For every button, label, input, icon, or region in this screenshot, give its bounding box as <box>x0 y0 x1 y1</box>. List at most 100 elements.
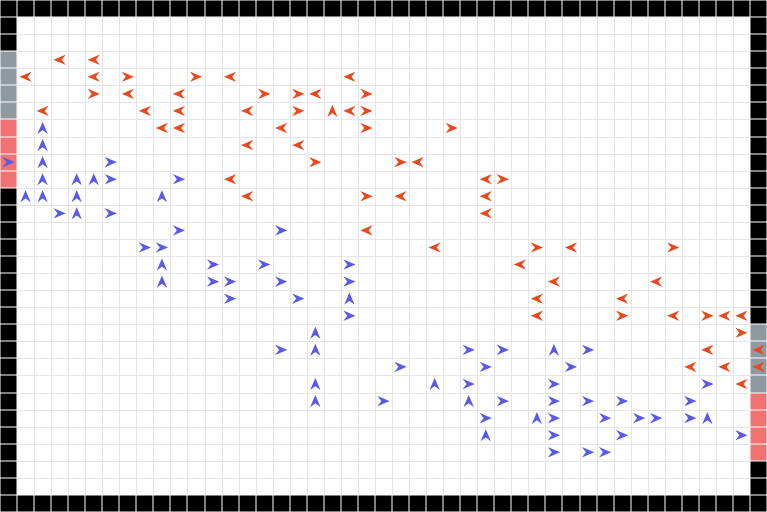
red-agent-icon <box>241 105 254 117</box>
blue-agent-icon <box>496 395 509 407</box>
red-agent-icon <box>309 156 322 168</box>
red-agent-icon <box>360 122 373 134</box>
blue-agent-icon <box>633 412 646 424</box>
wall-cell <box>67 0 86 18</box>
wall-cell <box>613 494 632 512</box>
red-agent-icon <box>189 71 203 83</box>
red-agent-icon <box>172 122 186 134</box>
spawn-cell <box>749 323 767 342</box>
wall-cell <box>67 494 86 512</box>
wall-cell <box>749 101 767 120</box>
wall-cell <box>357 494 376 512</box>
red-agent-icon <box>53 54 66 65</box>
blue-agent-icon <box>377 395 390 407</box>
wall-cell <box>306 0 325 18</box>
red-agent-icon <box>121 71 134 83</box>
wall-cell <box>306 494 325 512</box>
red-agent-icon <box>360 191 373 202</box>
wall-cell <box>749 187 767 206</box>
wall-cell <box>238 494 257 512</box>
wall-cell <box>527 494 546 512</box>
wall-cell <box>749 460 767 479</box>
blue-agent-icon <box>615 429 629 441</box>
spawn-cell <box>0 84 18 103</box>
wall-cell <box>698 494 717 512</box>
blue-agent-icon <box>394 361 407 373</box>
wall-cell <box>84 494 103 512</box>
wall-cell <box>476 0 495 18</box>
spawn-cell <box>0 101 18 120</box>
wall-cell <box>0 255 18 274</box>
wall-cell <box>442 0 461 18</box>
wall-cell <box>749 238 767 257</box>
wall-cell <box>152 0 171 18</box>
blue-agent-icon <box>104 173 117 185</box>
wall-cell <box>749 84 767 103</box>
red-agent-icon <box>513 259 526 270</box>
wall-cell <box>749 16 767 35</box>
blue-agent-icon <box>88 173 99 186</box>
wall-cell <box>101 0 120 18</box>
red-agent-icon <box>735 378 748 390</box>
red-agent-icon <box>650 276 663 287</box>
red-agent-icon <box>360 88 373 100</box>
wall-cell <box>0 494 18 512</box>
red-agent-icon <box>479 208 492 219</box>
red-agent-icon <box>360 105 373 117</box>
red-agent-icon <box>667 310 680 321</box>
wall-cell <box>749 67 767 86</box>
red-agent-icon <box>309 88 322 100</box>
wall-cell <box>221 494 240 512</box>
red-agent-icon <box>564 242 578 253</box>
wall-cell <box>749 50 767 69</box>
wall-cell <box>0 477 18 496</box>
blue-agent-icon <box>684 412 697 424</box>
blue-agent-icon <box>20 190 31 203</box>
wall-cell <box>272 494 291 512</box>
red-agent-icon <box>138 105 152 117</box>
wall-cell <box>340 494 359 512</box>
blue-agent-icon <box>344 292 355 305</box>
blue-agent-icon <box>531 411 543 425</box>
blue-agent-icon <box>581 447 595 458</box>
blue-agent-icon <box>564 361 578 373</box>
wall-cell <box>544 0 563 18</box>
wall-cell <box>152 494 171 512</box>
wall-cell <box>0 289 18 308</box>
wall-cell <box>681 494 700 512</box>
wall-cell <box>493 0 512 18</box>
red-agent-icon <box>547 276 561 287</box>
wall-cell <box>408 494 427 512</box>
red-agent-icon <box>121 88 134 100</box>
wall-cell <box>0 272 18 291</box>
wall-cell <box>84 0 103 18</box>
spawn-cell <box>0 50 18 69</box>
wall-cell <box>0 33 18 52</box>
red-agent-icon <box>343 71 356 83</box>
red-agent-icon <box>292 105 305 117</box>
wall-cell <box>16 494 35 512</box>
wall-cell <box>33 494 52 512</box>
blue-agent-icon <box>547 395 561 407</box>
red-agent-icon <box>87 71 100 83</box>
wall-cell <box>0 374 18 394</box>
red-agent-icon <box>87 88 100 100</box>
blue-agent-icon <box>310 377 321 391</box>
blue-agent-icon <box>71 173 82 186</box>
spawn-cell <box>0 136 18 155</box>
red-agent-icon <box>701 310 714 321</box>
wall-cell <box>749 33 767 52</box>
blue-agent-icon <box>292 293 305 304</box>
blue-agent-icon <box>462 344 475 356</box>
red-agent-icon <box>19 71 32 83</box>
spawn-cell <box>0 118 18 138</box>
red-agent-icon <box>530 293 544 304</box>
blue-agent-icon <box>37 155 48 169</box>
wall-cell <box>238 0 257 18</box>
blue-agent-icon <box>223 276 237 287</box>
wall-cell <box>561 0 581 18</box>
wall-cell <box>255 0 274 18</box>
wall-cell <box>0 16 18 35</box>
wall-cell <box>749 255 767 274</box>
